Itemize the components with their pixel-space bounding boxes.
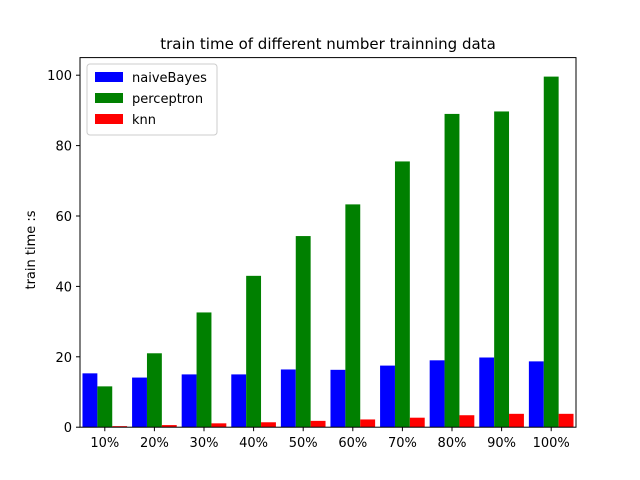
- x-tick-label: 80%: [438, 436, 467, 451]
- bar-perceptron-40pct: [246, 275, 262, 428]
- bar-knn-100pct: [558, 413, 574, 428]
- x-tick-label: 40%: [239, 436, 268, 451]
- y-axis: 0 20 40 60 80 100: [47, 69, 80, 436]
- legend-swatch-perceptron: [95, 93, 123, 103]
- bar-naiveBayes-30pct: [181, 374, 197, 428]
- legend-swatch-naiveBayes: [95, 72, 123, 82]
- x-tick-label: 30%: [190, 436, 219, 451]
- bar-perceptron-50pct: [295, 236, 311, 428]
- bar-naiveBayes-100pct: [528, 361, 544, 428]
- legend-label-knn: knn: [132, 113, 156, 128]
- legend-label-naiveBayes: naiveBayes: [132, 71, 207, 86]
- legend-label-perceptron: perceptron: [132, 92, 203, 107]
- bar-knn-40pct: [261, 422, 276, 428]
- x-tick-label: 60%: [338, 436, 367, 451]
- bar-perceptron-70pct: [394, 161, 410, 428]
- bar-naiveBayes-20pct: [132, 377, 147, 428]
- legend-swatch-knn: [95, 114, 123, 124]
- y-tick-label: 60: [55, 210, 72, 225]
- bar-knn-50pct: [310, 420, 326, 428]
- x-tick-label: 20%: [140, 436, 169, 451]
- bar-perceptron-30pct: [196, 312, 212, 428]
- bar-knn-70pct: [409, 417, 425, 428]
- legend: naiveBayes perceptron knn: [86, 63, 218, 136]
- bar-naiveBayes-10pct: [82, 373, 98, 428]
- x-tick-label: 70%: [388, 436, 417, 451]
- plot-frame: [79, 57, 577, 428]
- x-tick-label: 90%: [487, 436, 516, 451]
- bar-perceptron-10pct: [97, 386, 113, 428]
- bar-knn-30pct: [211, 423, 227, 428]
- y-tick-label: 0: [64, 421, 72, 436]
- bar-knn-90pct: [509, 413, 524, 428]
- bar-knn-60pct: [360, 419, 376, 428]
- x-tick-label: 10%: [90, 436, 119, 451]
- bar-naiveBayes-70pct: [380, 365, 395, 428]
- y-tick-label: 100: [47, 69, 72, 84]
- x-tick-label: 50%: [289, 436, 318, 451]
- bar-naiveBayes-50pct: [280, 369, 296, 428]
- bar-naiveBayes-90pct: [479, 357, 495, 428]
- x-tick-label: 100%: [533, 436, 570, 451]
- bar-perceptron-80pct: [444, 113, 460, 428]
- chart-title: train time of different number trainning…: [160, 35, 496, 53]
- bar-perceptron-20pct: [146, 353, 162, 428]
- bar-naiveBayes-80pct: [429, 360, 445, 428]
- bar-knn-80pct: [459, 415, 475, 428]
- y-axis-label: train time :s: [24, 210, 39, 289]
- y-tick-label: 80: [55, 140, 72, 155]
- bar-naiveBayes-40pct: [231, 374, 247, 428]
- y-tick-label: 40: [55, 280, 72, 295]
- bar-perceptron-60pct: [345, 204, 361, 428]
- bar-naiveBayes-60pct: [330, 369, 346, 428]
- bar-knn-10pct: [112, 426, 128, 428]
- y-tick-label: 20: [55, 351, 72, 366]
- x-axis: 10% 20% 30% 40% 50% 60% 70% 80% 90% 100%: [90, 427, 570, 451]
- plot-area: [82, 76, 574, 428]
- bar-knn-20pct: [161, 425, 177, 428]
- bar-perceptron-90pct: [494, 111, 510, 428]
- bar-perceptron-100pct: [543, 76, 559, 428]
